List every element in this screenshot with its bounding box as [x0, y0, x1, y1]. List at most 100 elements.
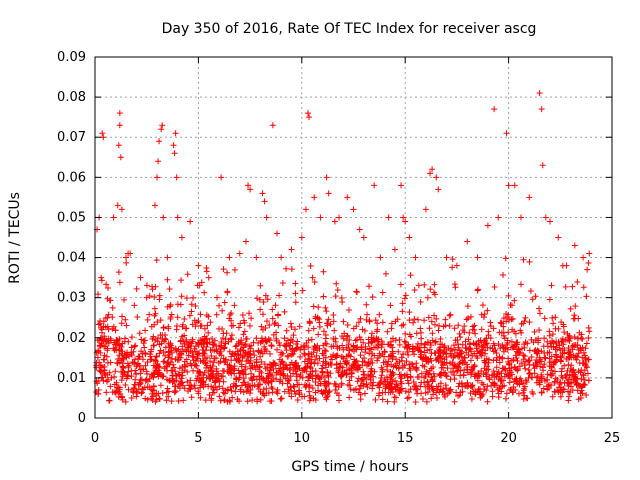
data-point [355, 319, 362, 326]
data-point [478, 393, 485, 400]
data-point [200, 359, 207, 366]
data-point [201, 325, 208, 332]
data-point [531, 370, 538, 377]
data-point [401, 295, 408, 302]
data-point [338, 373, 345, 380]
data-point [376, 311, 383, 318]
data-point [413, 366, 420, 373]
data-point [470, 340, 477, 347]
data-point [430, 370, 437, 377]
data-point [104, 314, 111, 321]
data-point [485, 366, 492, 373]
data-point [407, 272, 414, 279]
data-point [164, 254, 171, 261]
data-point [396, 341, 403, 348]
data-point [298, 234, 305, 241]
data-point [378, 374, 385, 381]
data-point [244, 398, 251, 405]
data-point [442, 393, 449, 400]
data-point [244, 384, 251, 391]
data-point [156, 341, 163, 348]
data-point [464, 303, 471, 310]
data-point [329, 356, 336, 363]
data-point [149, 286, 156, 293]
data-point [535, 305, 542, 312]
data-point [172, 368, 179, 375]
data-point [260, 375, 267, 382]
data-point [344, 194, 351, 201]
data-point [323, 174, 330, 181]
data-point [320, 268, 327, 275]
x-tick-label: 5 [194, 431, 202, 446]
data-point [216, 393, 223, 400]
data-point [277, 376, 284, 383]
data-point [490, 368, 497, 375]
data-point [305, 327, 312, 334]
data-point [118, 377, 125, 384]
data-point [449, 256, 456, 263]
data-point [241, 319, 248, 326]
data-point [292, 299, 299, 306]
data-point [267, 367, 274, 374]
data-point [331, 380, 338, 387]
data-point [438, 364, 445, 371]
data-point [165, 325, 172, 332]
data-point [245, 348, 252, 355]
data-point [246, 322, 253, 329]
data-point [465, 346, 472, 353]
data-point [164, 367, 171, 374]
data-point [547, 371, 554, 378]
data-point [464, 315, 471, 322]
data-point [376, 390, 383, 397]
data-point [103, 389, 110, 396]
data-point [491, 106, 498, 113]
x-tick-label: 10 [294, 431, 311, 446]
data-point [142, 349, 149, 356]
data-point [583, 340, 590, 347]
data-point [193, 355, 200, 362]
data-point [168, 344, 175, 351]
data-point [240, 331, 247, 338]
data-point [206, 375, 213, 382]
data-point [154, 319, 161, 326]
data-point [544, 338, 551, 345]
data-point [506, 386, 513, 393]
data-point [503, 130, 510, 137]
data-point [399, 300, 406, 307]
data-point [567, 305, 574, 312]
data-point [268, 362, 275, 369]
data-point [292, 280, 299, 287]
data-point [437, 380, 444, 387]
data-point [423, 398, 430, 405]
data-point [441, 359, 448, 366]
data-point [508, 364, 515, 371]
data-point [309, 375, 316, 382]
data-point [232, 350, 239, 357]
data-point [162, 352, 169, 359]
data-point [186, 312, 193, 319]
data-point [443, 254, 450, 261]
data-point [431, 349, 438, 356]
data-point [509, 315, 516, 322]
data-point [468, 364, 475, 371]
data-point [188, 362, 195, 369]
data-point [417, 329, 424, 336]
data-point [446, 312, 453, 319]
data-point [414, 386, 421, 393]
data-point [395, 348, 402, 355]
data-point [580, 349, 587, 356]
data-point [493, 364, 500, 371]
data-point [476, 373, 483, 380]
data-point [265, 389, 272, 396]
data-point [426, 346, 433, 353]
data-point [446, 323, 453, 330]
data-point [167, 340, 174, 347]
data-point [174, 314, 181, 321]
data-point [184, 378, 191, 385]
data-point [458, 353, 465, 360]
data-point [224, 361, 231, 368]
data-point [311, 360, 318, 367]
data-point [394, 316, 401, 323]
data-point [117, 154, 124, 161]
data-point [264, 370, 271, 377]
